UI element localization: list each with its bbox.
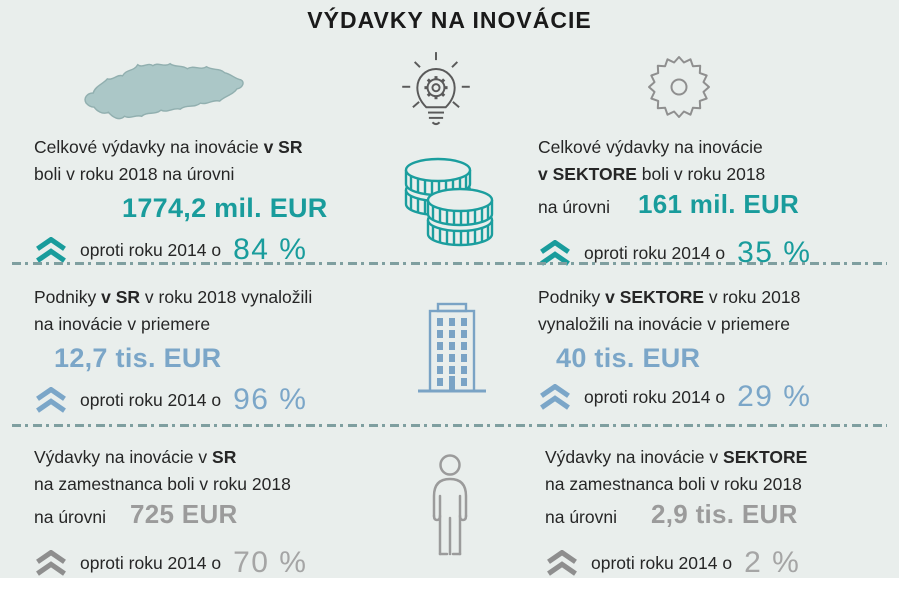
- text-segment: boli v roku 2018: [636, 163, 766, 184]
- text-segment: na úrovni: [538, 197, 610, 217]
- percent-value: 2 %: [744, 546, 801, 579]
- stat-value: 1774,2 mil. EUR: [122, 193, 328, 223]
- person-icon: [432, 454, 468, 556]
- double-chevron-up-icon: [540, 239, 570, 266]
- text-segment: vynaložili na inovácie v priemere: [538, 313, 790, 334]
- text-segment: na úrovni: [545, 507, 617, 527]
- text-segment-bold: v SR: [101, 287, 141, 307]
- stat-firms-sector: Podniky v SEKTORE v roku 2018 vynaložili…: [538, 284, 888, 414]
- text-segment-bold: v SEKTORE: [605, 287, 704, 307]
- percent-value: 70 %: [233, 546, 308, 579]
- coins-icon: [404, 157, 494, 247]
- stat-text-line: na úrovni 161 mil. EUR: [538, 187, 888, 224]
- stat-total-sr: Celkové výdavky na inovácie v SR boli v …: [34, 134, 369, 267]
- stat-value: 40 tis. EUR: [556, 343, 701, 373]
- text-segment-bold: SEKTORE: [723, 447, 808, 467]
- stat-per-employee-sr: Výdavky na inovácie v SR na zamestnanca …: [34, 444, 404, 580]
- text-segment: na zamestnanca boli v roku 2018: [545, 473, 802, 494]
- building-icon: [418, 302, 486, 393]
- text-segment: Výdavky na inovácie v: [34, 447, 213, 467]
- text-segment-bold: v SR: [263, 137, 303, 157]
- stat-compare-row: oproti roku 2014 o 2 %: [545, 546, 890, 580]
- percent-value: 29 %: [737, 380, 812, 413]
- stat-text-line: Celkové výdavky na inovácie v SR: [34, 134, 369, 161]
- page-title: VÝDAVKY NA INOVÁCIE: [307, 7, 592, 33]
- double-chevron-up-icon: [540, 383, 570, 410]
- dashed-separator: [12, 262, 887, 265]
- stat-value: 2,9 tis. EUR: [651, 499, 798, 529]
- stat-text-line: Podniky v SEKTORE v roku 2018: [538, 284, 888, 311]
- text-segment: Podniky: [538, 287, 606, 307]
- percent-value: 84 %: [233, 233, 308, 266]
- gear-icon: [648, 56, 710, 118]
- text-segment: na inovácie v priemere: [34, 313, 211, 334]
- stat-value: 725 EUR: [130, 499, 238, 529]
- percent-value: 96 %: [233, 383, 308, 416]
- compare-text: oproti roku 2014 o: [591, 552, 733, 573]
- text-segment: Celkové výdavky na inovácie: [34, 137, 264, 157]
- stat-compare-row: oproti roku 2014 o 96 %: [34, 383, 404, 417]
- stat-text-line: Výdavky na inovácie v SEKTORE: [545, 444, 890, 471]
- text-segment: Výdavky na inovácie v: [545, 447, 724, 467]
- stat-text-line: na úrovni 2,9 tis. EUR: [545, 497, 890, 534]
- stat-per-employee-sector: Výdavky na inovácie v SEKTORE na zamestn…: [545, 444, 890, 580]
- text-segment: v roku 2018 vynaložili: [140, 287, 313, 307]
- double-chevron-up-icon: [36, 386, 66, 413]
- text-segment-bold: SR: [212, 447, 237, 467]
- stat-text-line: na zamestnanca boli v roku 2018: [545, 471, 890, 498]
- compare-text: oproti roku 2014 o: [80, 239, 222, 260]
- stat-text-line: v SEKTORE boli v roku 2018: [538, 161, 888, 188]
- stat-value: 12,7 tis. EUR: [54, 343, 222, 373]
- double-chevron-up-icon: [36, 549, 66, 576]
- text-segment: Celkové výdavky na inovácie: [538, 137, 763, 157]
- text-segment: na zamestnanca boli v roku 2018: [34, 473, 291, 494]
- stat-text-line: na zamestnanca boli v roku 2018: [34, 471, 404, 498]
- stat-compare-row: oproti roku 2014 o 70 %: [34, 546, 404, 580]
- text-segment: na úrovni: [34, 507, 106, 527]
- text-segment: v roku 2018: [704, 287, 801, 307]
- text-segment: Podniky: [34, 287, 102, 307]
- text-segment-bold: v SEKTORE: [538, 163, 637, 184]
- stat-text-line: Celkové výdavky na inovácie: [538, 134, 888, 161]
- stat-value: 161 mil. EUR: [638, 189, 800, 219]
- double-chevron-up-icon: [36, 236, 66, 263]
- compare-text: oproti roku 2014 o: [80, 389, 222, 410]
- stat-text-line: vynaložili na inovácie v priemere: [538, 311, 888, 338]
- stat-firms-sr: Podniky v SR v roku 2018 vynaložili na i…: [34, 284, 404, 417]
- compare-text: oproti roku 2014 o: [80, 552, 222, 573]
- stat-text-line: Podniky v SR v roku 2018 vynaložili: [34, 284, 404, 311]
- slovakia-map-icon: [84, 62, 244, 120]
- double-chevron-up-icon: [547, 549, 577, 576]
- stat-compare-row: oproti roku 2014 o 29 %: [538, 380, 888, 414]
- dashed-separator: [12, 424, 887, 427]
- stat-total-sector: Celkové výdavky na inovácie v SEKTORE bo…: [538, 134, 888, 270]
- stat-text-line: Výdavky na inovácie v SR: [34, 444, 404, 471]
- compare-text: oproti roku 2014 o: [584, 386, 726, 407]
- compare-text: oproti roku 2014 o: [584, 242, 726, 263]
- stat-text-line: na úrovni 725 EUR: [34, 497, 404, 534]
- stat-compare-row: oproti roku 2014 o 84 %: [34, 233, 369, 267]
- lightbulb-gear-icon: [402, 52, 470, 126]
- text-segment: boli v roku 2018 na úrovni: [34, 163, 235, 184]
- stat-text-line: na inovácie v priemere: [34, 311, 404, 338]
- stat-text-line: boli v roku 2018 na úrovni: [34, 161, 369, 188]
